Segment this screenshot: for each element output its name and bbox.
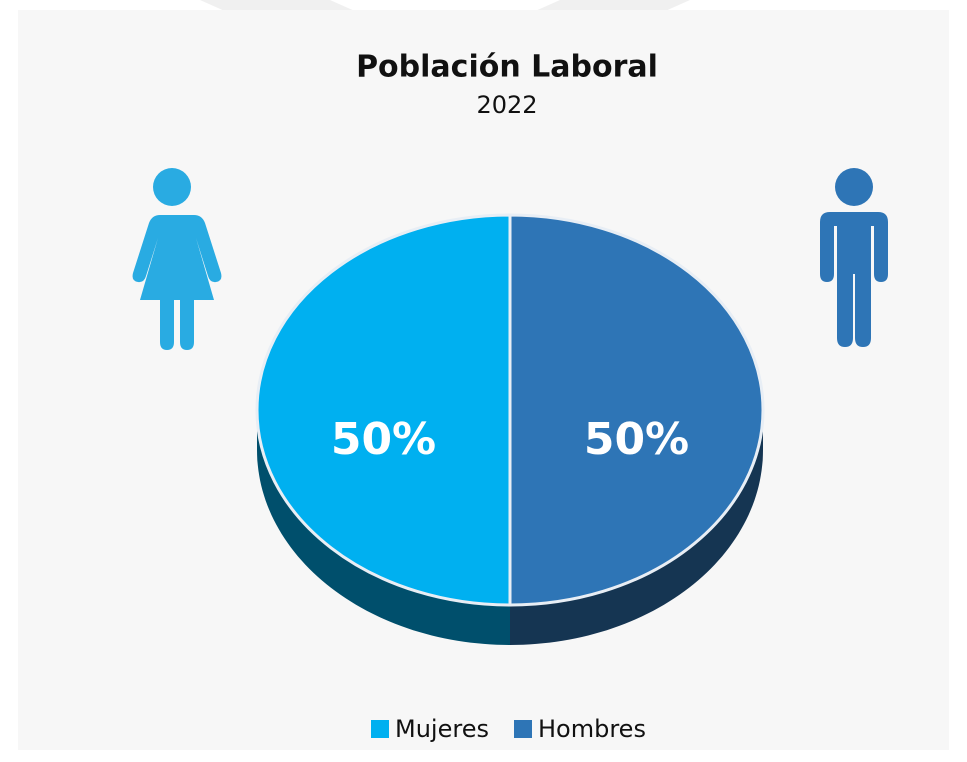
chart-subtitle: 2022: [476, 91, 537, 119]
chart-title: Población Laboral: [356, 50, 658, 85]
legend-label: Mujeres: [395, 715, 489, 743]
slice: [255, 213, 512, 607]
legend-swatch: [514, 720, 532, 738]
woman-icon: [132, 168, 222, 350]
legend-label: Hombres: [538, 715, 646, 743]
legend-swatch: [371, 720, 389, 738]
data-label: 50%: [331, 414, 436, 465]
data-label: 50%: [584, 414, 689, 465]
man-icon: [820, 168, 888, 347]
slice: [508, 213, 765, 607]
